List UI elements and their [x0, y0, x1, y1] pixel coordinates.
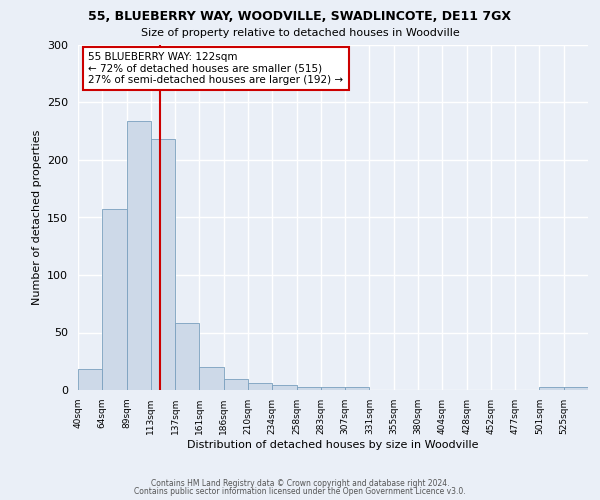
- Bar: [127, 121, 151, 390]
- Bar: [564, 386, 588, 390]
- Y-axis label: Number of detached properties: Number of detached properties: [32, 130, 41, 305]
- Text: 55 BLUEBERRY WAY: 122sqm
← 72% of detached houses are smaller (515)
27% of semi-: 55 BLUEBERRY WAY: 122sqm ← 72% of detach…: [88, 52, 343, 85]
- Bar: [248, 383, 272, 390]
- Bar: [78, 370, 102, 390]
- Bar: [151, 140, 175, 390]
- Bar: [539, 386, 564, 390]
- X-axis label: Distribution of detached houses by size in Woodville: Distribution of detached houses by size …: [187, 440, 479, 450]
- Bar: [224, 378, 248, 390]
- Bar: [345, 386, 370, 390]
- Text: Contains HM Land Registry data © Crown copyright and database right 2024.: Contains HM Land Registry data © Crown c…: [151, 478, 449, 488]
- Bar: [102, 210, 127, 390]
- Bar: [321, 386, 345, 390]
- Text: Size of property relative to detached houses in Woodville: Size of property relative to detached ho…: [140, 28, 460, 38]
- Bar: [199, 367, 224, 390]
- Bar: [175, 324, 199, 390]
- Bar: [296, 386, 321, 390]
- Bar: [272, 386, 296, 390]
- Text: 55, BLUEBERRY WAY, WOODVILLE, SWADLINCOTE, DE11 7GX: 55, BLUEBERRY WAY, WOODVILLE, SWADLINCOT…: [89, 10, 511, 23]
- Text: Contains public sector information licensed under the Open Government Licence v3: Contains public sector information licen…: [134, 487, 466, 496]
